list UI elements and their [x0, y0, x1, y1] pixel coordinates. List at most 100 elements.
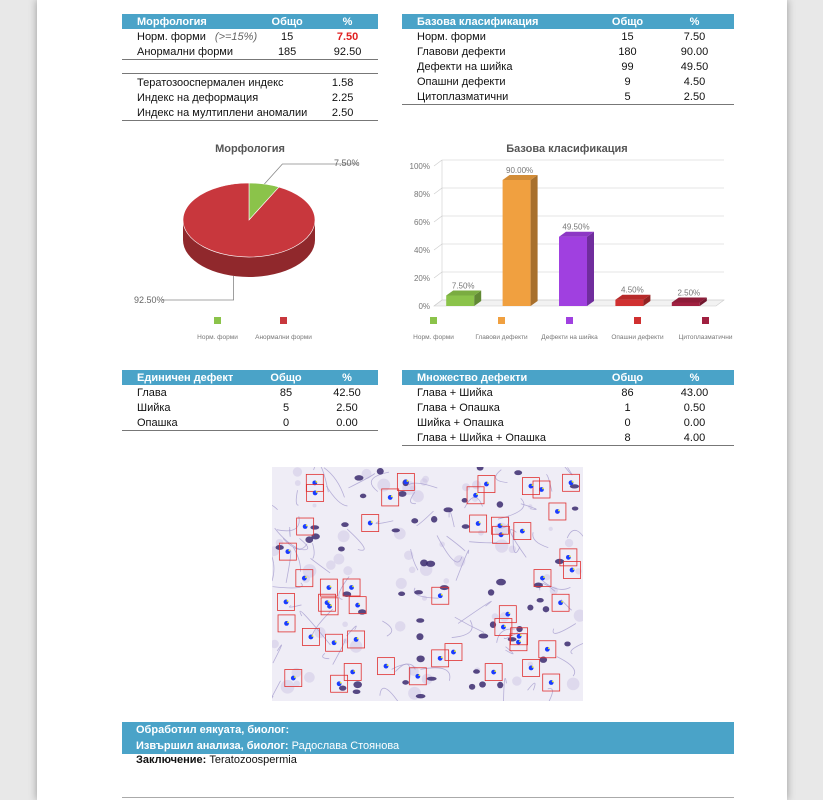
cell-blob — [395, 577, 407, 589]
header-percent: % — [316, 370, 378, 385]
sperm-head — [527, 604, 534, 611]
detection-box — [469, 514, 488, 533]
cell-blob — [333, 553, 345, 565]
row-percent: 49.50 — [680, 60, 709, 73]
pie-legend-label: Норм. форми — [197, 334, 238, 341]
sperm-tail — [272, 582, 303, 589]
sperm-head — [415, 693, 426, 699]
sperm-tail — [370, 471, 390, 492]
sperm-head — [416, 633, 424, 641]
sperm-tail — [520, 503, 537, 510]
bar-legend-swatch — [498, 317, 505, 324]
sperm-head — [487, 589, 495, 596]
bar-top — [502, 175, 538, 180]
bar-legend-swatch — [702, 317, 709, 324]
sperm-head — [425, 560, 436, 567]
multiple-defects-table: Множество дефекти Общо % Глава + Шийка 86… — [402, 370, 734, 446]
sperm-head — [542, 606, 550, 613]
row-value: 2.25 — [331, 91, 354, 104]
detection-marker — [315, 491, 318, 493]
sperm-tail — [503, 678, 507, 701]
sperm-tail — [313, 467, 329, 493]
sperm-tail — [469, 541, 498, 544]
table-row: Норм. форми 15 7.50 — [402, 29, 734, 44]
detection-marker — [339, 681, 342, 684]
table-row: Глава 85 42.50 — [122, 385, 378, 400]
detection-marker — [315, 480, 318, 483]
sperm-head — [430, 515, 438, 523]
table-row: Тератозооспермален индекс 1.58 — [122, 75, 378, 90]
sperm-tail — [560, 599, 572, 611]
morphology-table: Морфология Общо % Норм. форми (>=15%) 15… — [122, 14, 378, 60]
cell-blob — [543, 573, 551, 581]
single-defect-table: Единичен дефект Общо % Глава 85 42.50 Шийк… — [122, 370, 378, 431]
detection-marker — [454, 650, 456, 652]
table-row: Глава + Опашка 1 0.50 — [402, 400, 734, 415]
sperm-head — [497, 681, 504, 689]
row-total: 15 — [621, 30, 634, 43]
header-total: Общо — [600, 14, 655, 29]
detection-box — [381, 488, 400, 507]
row-total: 0 — [624, 416, 631, 429]
detection-marker — [542, 487, 544, 490]
row-label: Главови дефекти — [417, 45, 506, 58]
microscopy-image — [272, 467, 583, 701]
sperm-head — [402, 680, 409, 685]
sperm-head — [569, 484, 580, 489]
detection-marker — [519, 640, 521, 643]
detection-marker — [311, 635, 314, 637]
cell-blob — [343, 566, 353, 576]
pie-label-normal: 7.50% — [334, 158, 360, 168]
bar-legend-label: Дефекти на шийка — [541, 333, 598, 341]
detection-marker — [572, 568, 575, 570]
detection-box — [319, 578, 338, 597]
detection-box — [296, 517, 315, 536]
bar-data-label: 7.50% — [452, 282, 475, 291]
sperm-tail — [410, 549, 419, 571]
detection-box — [284, 669, 303, 687]
detection-box — [318, 593, 336, 612]
detection-box — [532, 480, 551, 499]
detection-box — [494, 618, 513, 636]
row-total: 86 — [621, 386, 634, 399]
table-row: Опашни дефекти 9 4.50 — [402, 74, 734, 89]
cell-blob — [573, 609, 583, 622]
cell-blob — [471, 480, 481, 490]
bar-ytick-label: 100% — [410, 162, 430, 171]
header-percent: % — [655, 370, 734, 385]
bar-side — [474, 290, 482, 306]
bottom-divider — [122, 797, 734, 798]
detection-box — [548, 502, 567, 521]
row-percent: 0.50 — [683, 401, 706, 414]
sperm-tail — [547, 688, 553, 701]
detection-box — [431, 586, 450, 605]
cell-blob — [408, 666, 419, 677]
bar-top — [446, 290, 482, 296]
sperm-tail — [410, 491, 416, 505]
row-label: Опашни дефекти — [417, 75, 506, 88]
detection-box — [431, 649, 450, 668]
sperm-head — [564, 641, 571, 647]
sperm-head — [461, 524, 470, 529]
sperm-head — [536, 598, 544, 603]
row-label: Анормални форми — [122, 44, 258, 60]
row-label: Дефекти на шийка — [417, 60, 513, 73]
sperm-tail — [272, 505, 278, 511]
row-total: 5 — [282, 401, 290, 414]
sperm-tail — [497, 498, 525, 520]
bar-legend-label: Главови дефекти — [475, 334, 528, 341]
detection-marker — [478, 521, 481, 524]
table-row: Опашка 0 0.00 — [122, 415, 378, 431]
sperm-head — [353, 681, 362, 689]
bar-top — [559, 231, 594, 237]
sperm-tail — [570, 643, 583, 655]
index-table: Тератозооспермален индекс 1.58 Индекс на… — [122, 75, 378, 121]
cell-blob — [377, 478, 391, 492]
bar-side — [643, 294, 651, 306]
detection-marker — [558, 509, 560, 512]
sperm-tail — [346, 625, 357, 637]
sperm-head — [496, 501, 504, 508]
sperm-tail — [566, 529, 583, 539]
sperm-head — [352, 689, 361, 695]
sperm-tail — [495, 469, 508, 484]
